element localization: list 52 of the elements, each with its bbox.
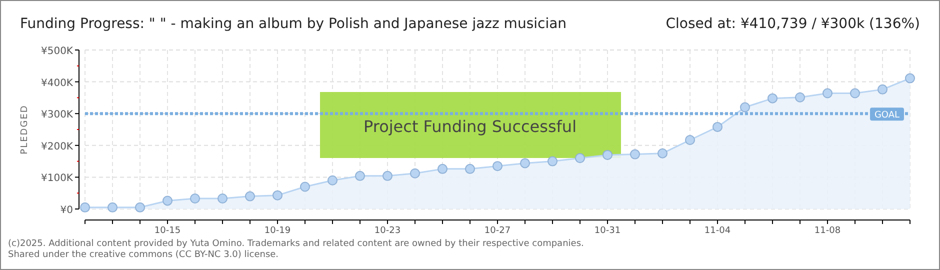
- point: [548, 156, 558, 166]
- x-tick-label: 10-15: [154, 226, 181, 236]
- point: [905, 73, 915, 84]
- point: [795, 92, 805, 102]
- point: [190, 194, 200, 204]
- y-axis-title: PLEDGED: [20, 104, 30, 154]
- success-banner: Project Funding Successful: [320, 92, 621, 158]
- chart-title: Funding Progress: " " - making an album by Polish and Japanese jazz musician: [20, 16, 567, 32]
- point: [272, 190, 282, 200]
- point: [245, 191, 255, 202]
- point: [465, 164, 475, 174]
- chart-subtitle: Closed at: ¥410,739 / ¥300k (136%): [666, 16, 920, 32]
- x-tick-label: 10-31: [594, 226, 621, 236]
- point: [162, 196, 172, 206]
- point: [108, 202, 118, 212]
- x-tick-label: 10-23: [374, 226, 401, 236]
- point: [382, 170, 392, 181]
- annotation: Project Funding Successful: [363, 117, 577, 136]
- point: [410, 168, 420, 178]
- point: [135, 202, 145, 212]
- point: [492, 161, 502, 172]
- point: [685, 134, 695, 145]
- point: [768, 93, 778, 104]
- point: [740, 102, 750, 112]
- y-tick-label: ¥200K: [40, 141, 74, 152]
- x-tick-label: 11-08: [814, 226, 841, 236]
- point: [712, 122, 722, 132]
- point: [822, 88, 832, 98]
- point: [658, 148, 668, 158]
- point: [438, 164, 448, 174]
- y-tick-label: ¥300K: [40, 110, 74, 121]
- x-tick-label: 11-04: [704, 226, 731, 236]
- text: (c)2025. Additional content provided by Yuta Omino. Trademarks and related content are owned by their respective companies.: [8, 239, 584, 249]
- point: [80, 202, 90, 212]
- x-tick-label: 10-19: [264, 226, 291, 236]
- point: [575, 153, 585, 164]
- point: [520, 158, 530, 168]
- point: [355, 170, 365, 181]
- y-tick-label: ¥0: [60, 205, 73, 216]
- y-tick-label: ¥100K: [40, 173, 74, 184]
- text: Shared under the creative commons (CC BY-NC 3.0) license.: [8, 250, 279, 260]
- point: [602, 150, 612, 160]
- point: [218, 194, 228, 204]
- point: [328, 175, 338, 186]
- y-tick-label: ¥500K: [40, 46, 74, 57]
- ref-line-label: GOAL: [874, 110, 900, 121]
- y-tick-label: ¥400K: [40, 78, 74, 89]
- point: [878, 84, 888, 94]
- point: [300, 182, 310, 192]
- point: [630, 149, 640, 160]
- point: [850, 88, 860, 98]
- x-tick-label: 10-27: [484, 226, 511, 236]
